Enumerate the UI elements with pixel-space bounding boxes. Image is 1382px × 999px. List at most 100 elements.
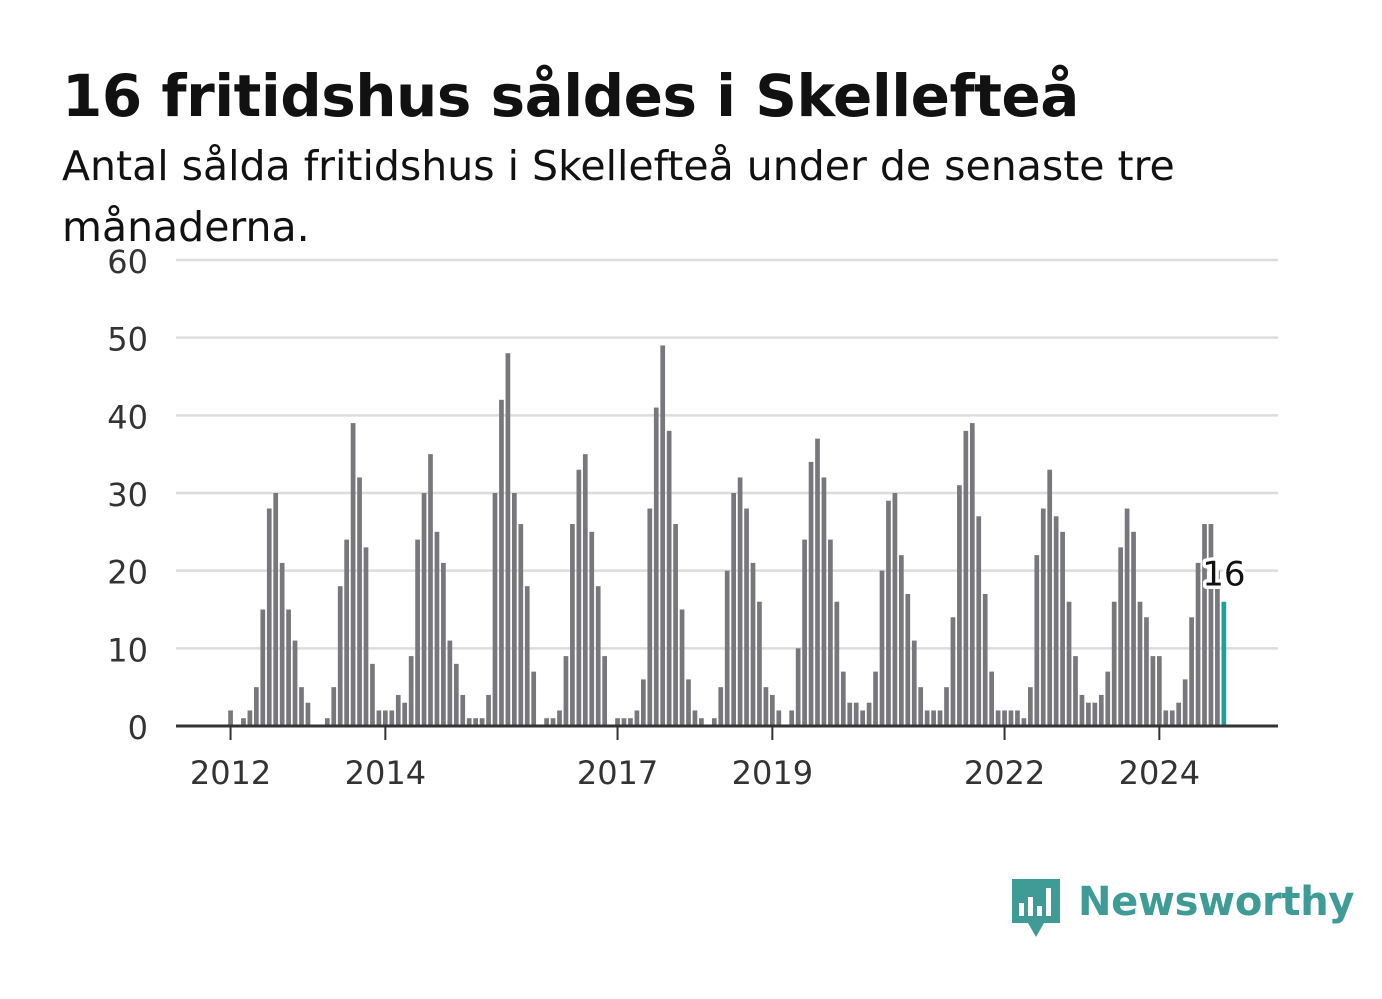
- bar: [634, 710, 640, 726]
- bar: [1079, 694, 1085, 726]
- bar: [944, 687, 949, 726]
- bar: [1040, 508, 1046, 726]
- bar: [1202, 524, 1207, 726]
- bar-chart: 0 10 20 30 40 50 60 2012 2014 2017 2019 2022 2024 16: [107, 243, 1278, 792]
- bar: [228, 710, 233, 726]
- bar: [582, 454, 588, 726]
- bar: [1189, 617, 1194, 726]
- x-tick-label: 2017: [577, 754, 658, 792]
- bar: [1150, 656, 1156, 726]
- bar: [776, 710, 782, 726]
- bar: [1163, 710, 1169, 726]
- bar: [937, 710, 943, 726]
- bar: [718, 687, 724, 726]
- bar: [969, 423, 975, 726]
- bar: [1002, 710, 1007, 726]
- bar: [479, 718, 485, 726]
- bar: [492, 493, 498, 726]
- bar: [279, 562, 285, 726]
- bar: [1208, 524, 1214, 726]
- bar: [1118, 547, 1123, 726]
- bar: [486, 694, 491, 726]
- bar: [686, 679, 691, 726]
- bar: [1144, 617, 1149, 726]
- bar: [1092, 702, 1098, 726]
- bar: [873, 671, 878, 726]
- bar: [770, 694, 775, 726]
- x-tick-label: 2012: [190, 754, 271, 792]
- bar: [563, 656, 569, 726]
- x-tick-label: 2019: [732, 754, 813, 792]
- bar: [512, 493, 517, 726]
- bar: [918, 687, 924, 726]
- bar: [589, 531, 595, 726]
- bar: [1215, 570, 1220, 726]
- bar: [911, 640, 917, 726]
- bar: [286, 609, 291, 726]
- y-tick-label: 10: [107, 631, 148, 669]
- bar: [802, 539, 807, 726]
- bar: [1086, 702, 1091, 726]
- bar: [666, 430, 672, 726]
- bar: [376, 710, 382, 726]
- bar: [976, 516, 982, 726]
- y-tick-label: 30: [107, 476, 148, 514]
- bar: [628, 718, 633, 726]
- bar: [653, 407, 659, 726]
- bar: [847, 702, 853, 726]
- bar: [357, 477, 362, 726]
- bar: [241, 718, 246, 726]
- bar: [544, 718, 549, 726]
- newsworthy-brand[interactable]: Newsworthy: [1010, 877, 1355, 941]
- x-tick-label: 2024: [1119, 754, 1200, 792]
- brand-name: Newsworthy: [1078, 879, 1355, 925]
- bar: [402, 702, 408, 726]
- bar: [886, 500, 891, 726]
- bar: [415, 539, 420, 726]
- bar: [576, 469, 582, 726]
- bar: [1131, 531, 1136, 726]
- bar: [460, 694, 466, 726]
- bar: [737, 477, 743, 726]
- bar: [370, 663, 375, 726]
- bar: [1111, 601, 1117, 726]
- bar: [789, 710, 795, 726]
- bar: [815, 438, 820, 726]
- bar: [453, 663, 459, 726]
- bar: [615, 718, 620, 726]
- bar: [673, 524, 678, 726]
- bar: [557, 710, 562, 726]
- bar: [1008, 710, 1014, 726]
- bar: [808, 461, 814, 726]
- bar: [1073, 656, 1078, 726]
- bar: [550, 718, 556, 726]
- bar: [679, 609, 685, 726]
- bar: [763, 687, 769, 726]
- bar: [299, 687, 304, 726]
- bar: [795, 648, 801, 726]
- bar: [337, 586, 343, 726]
- bar: [840, 671, 846, 726]
- bar: [957, 485, 962, 726]
- bar: [647, 508, 653, 726]
- bar: [899, 555, 904, 726]
- bar: [428, 454, 433, 726]
- bar: [724, 570, 730, 726]
- y-tick-label: 0: [128, 709, 148, 747]
- bar: [821, 477, 827, 726]
- bar: [350, 423, 356, 726]
- bar: [1098, 694, 1104, 726]
- bar: [260, 609, 266, 726]
- chart-title: 16 fritidshus såldes i Skellefteå: [62, 62, 1079, 130]
- bar: [750, 562, 756, 726]
- bar: [621, 718, 627, 726]
- bar: [982, 593, 988, 726]
- bar: [660, 345, 666, 726]
- bar: [441, 562, 446, 726]
- y-tick-label: 60: [107, 243, 148, 281]
- bar: [879, 570, 885, 726]
- bar: [989, 671, 994, 726]
- bar: [711, 718, 717, 726]
- bar: [466, 718, 472, 726]
- x-tick-label: 2022: [964, 754, 1045, 792]
